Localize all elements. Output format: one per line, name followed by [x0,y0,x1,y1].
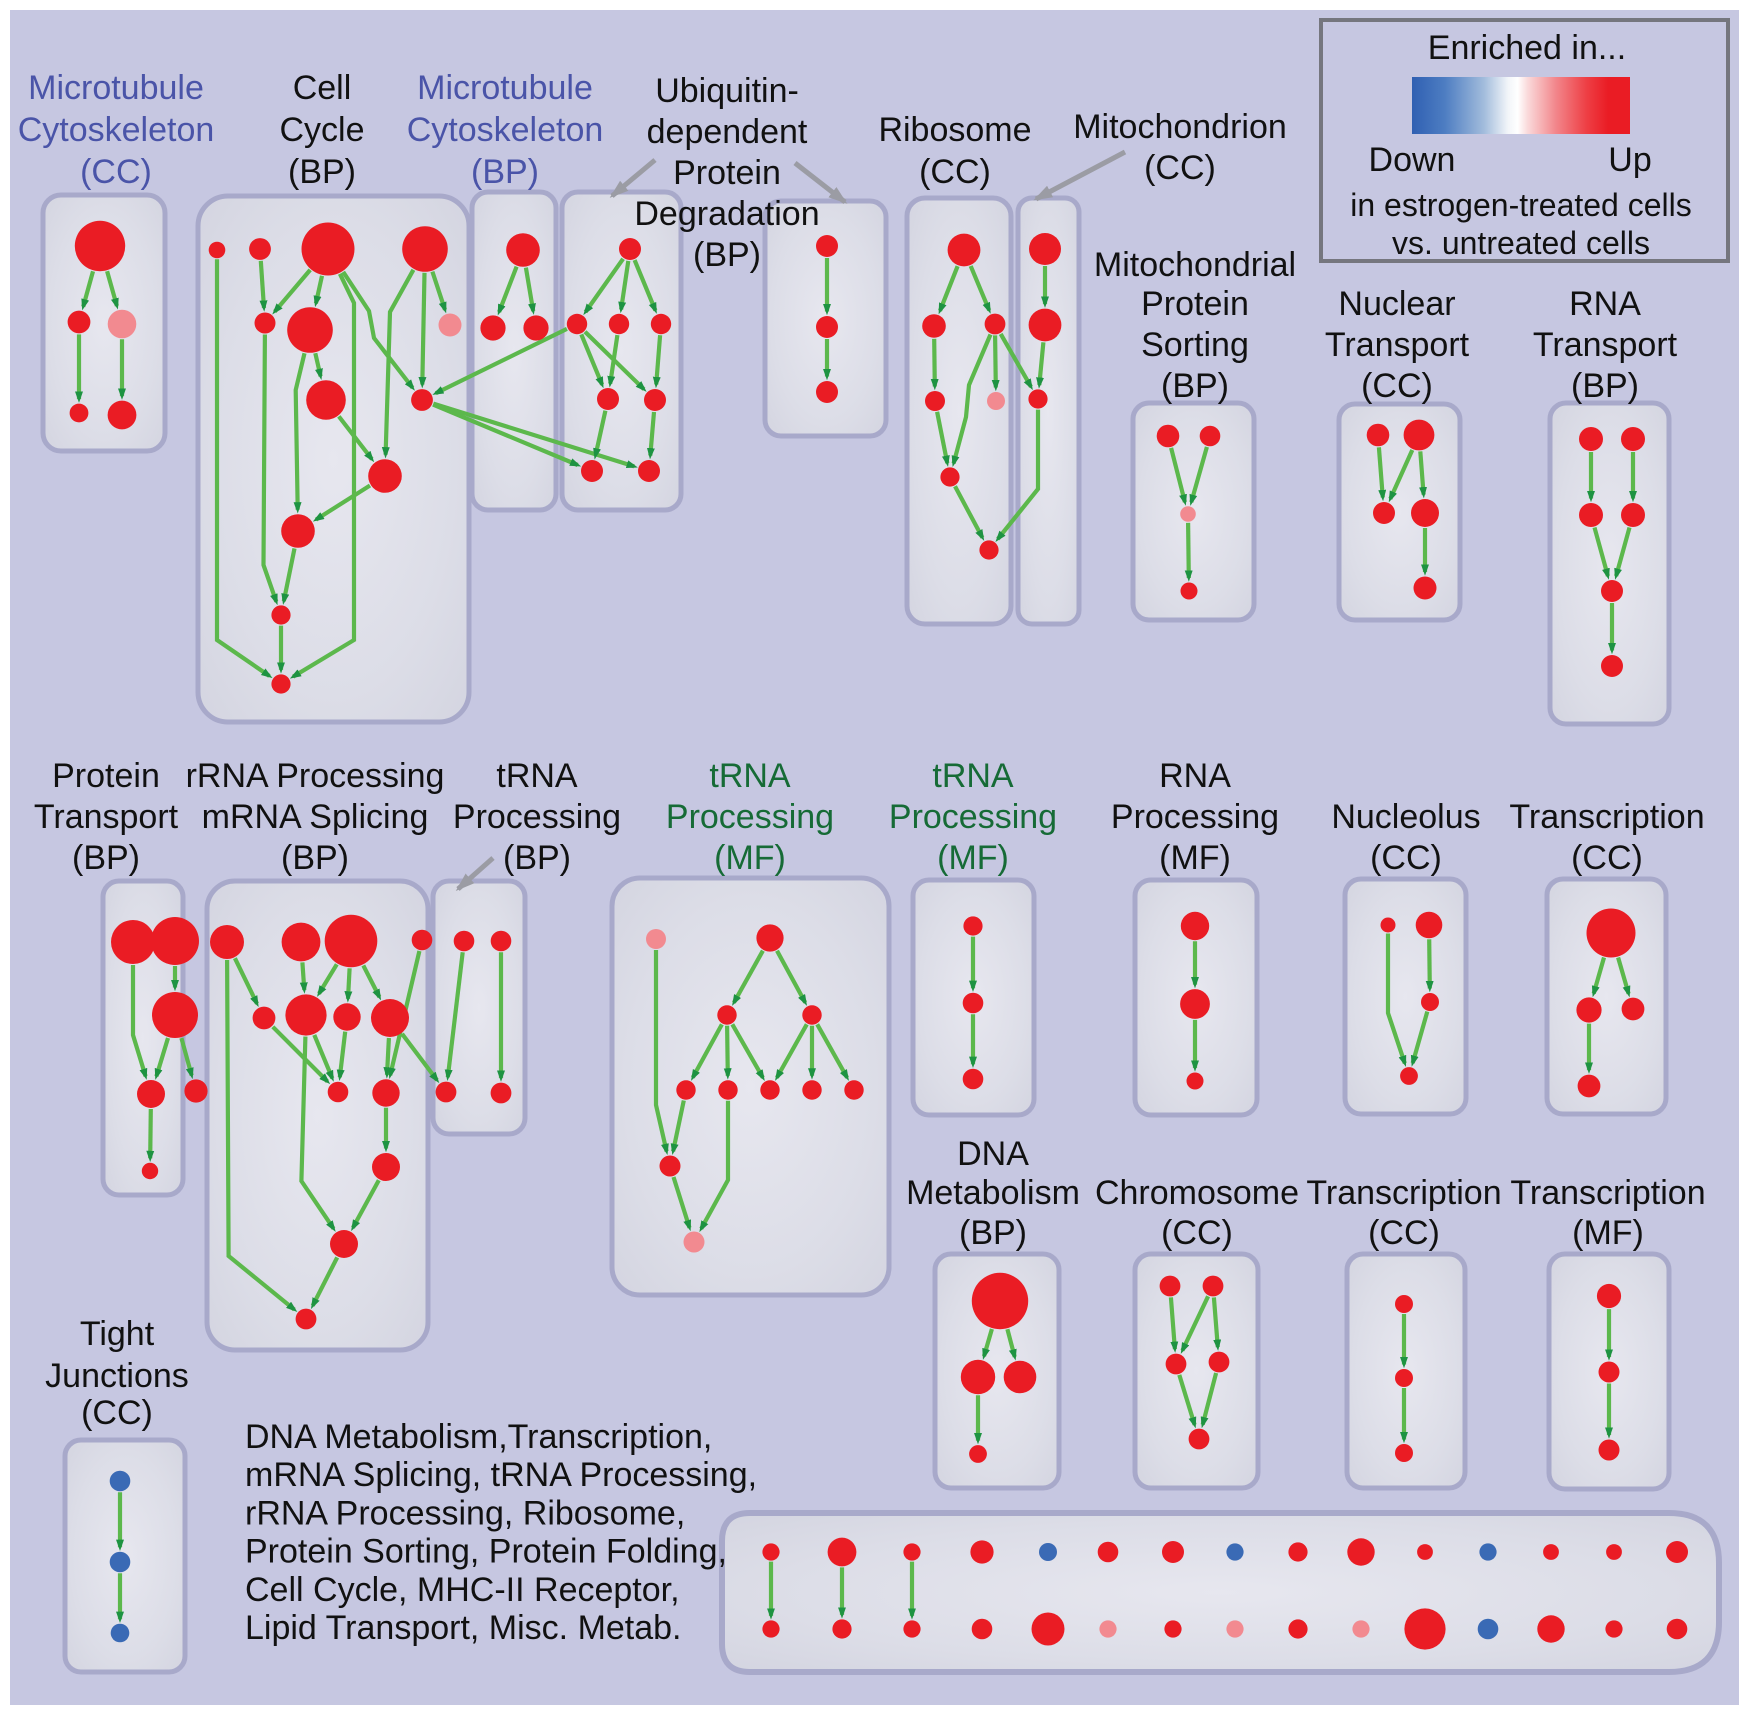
svg-text:tRNA: tRNA [932,757,1014,795]
svg-text:Microtubule: Microtubule [28,69,204,107]
svg-text:RNA: RNA [1569,285,1641,323]
svg-text:Mitochondrial: Mitochondrial [1094,246,1296,284]
svg-text:Degradation: Degradation [634,195,819,233]
svg-text:(BP): (BP) [72,839,140,877]
svg-text:Metabolism: Metabolism [906,1174,1080,1212]
svg-text:Transport: Transport [1325,326,1470,364]
svg-text:(BP): (BP) [1571,367,1639,405]
svg-text:(BP): (BP) [288,153,356,191]
svg-text:tRNA: tRNA [496,757,578,795]
svg-text:Ribosome: Ribosome [878,111,1031,149]
svg-text:(BP): (BP) [693,236,761,274]
svg-text:(MF): (MF) [1159,839,1231,877]
svg-text:vs. untreated cells: vs. untreated cells [1392,225,1650,261]
svg-text:(CC): (CC) [919,153,991,191]
svg-text:rRNA Processing, Ribosome,: rRNA Processing, Ribosome, [245,1494,685,1532]
svg-text:Nucleolus: Nucleolus [1331,798,1480,836]
svg-text:(CC): (CC) [1368,1214,1440,1252]
svg-text:Nuclear: Nuclear [1338,285,1455,323]
svg-text:Processing: Processing [1111,798,1279,836]
svg-text:Ubiquitin-: Ubiquitin- [655,72,799,110]
svg-text:mRNA Splicing: mRNA Splicing [202,798,429,836]
svg-text:(BP): (BP) [471,153,539,191]
svg-text:Cycle: Cycle [279,111,364,149]
svg-text:Up: Up [1608,141,1651,179]
svg-text:(CC): (CC) [1571,839,1643,877]
svg-text:Protein: Protein [1141,285,1249,323]
svg-text:(CC): (CC) [1144,149,1216,187]
svg-text:Chromosome: Chromosome [1095,1174,1299,1212]
svg-text:Processing: Processing [889,798,1057,836]
svg-text:Cell: Cell [293,69,352,107]
svg-text:(CC): (CC) [1370,839,1442,877]
svg-text:Microtubule: Microtubule [417,69,593,107]
svg-text:Sorting: Sorting [1141,326,1249,364]
svg-text:RNA: RNA [1159,757,1231,795]
svg-text:(MF): (MF) [714,839,786,877]
svg-text:Junctions: Junctions [45,1357,189,1395]
svg-text:(BP): (BP) [503,839,571,877]
svg-text:Enriched in...: Enriched in... [1428,29,1626,67]
svg-text:Mitochondrion: Mitochondrion [1073,108,1287,146]
svg-text:DNA Metabolism,Transcription,: DNA Metabolism,Transcription, [245,1418,712,1456]
svg-text:Protein: Protein [52,757,160,795]
svg-text:Transcription: Transcription [1510,1174,1705,1212]
svg-text:(MF): (MF) [937,839,1009,877]
svg-text:mRNA Splicing, tRNA Processing: mRNA Splicing, tRNA Processing, [245,1456,757,1494]
svg-text:Transport: Transport [34,798,179,836]
svg-text:Transport: Transport [1533,326,1678,364]
svg-text:Down: Down [1369,141,1456,179]
svg-text:(MF): (MF) [1572,1214,1644,1252]
svg-text:(BP): (BP) [281,839,349,877]
svg-text:Cytoskeleton: Cytoskeleton [407,111,604,149]
svg-text:(CC): (CC) [80,153,152,191]
svg-text:(BP): (BP) [959,1214,1027,1252]
svg-text:(CC): (CC) [1161,1214,1233,1252]
svg-text:Cytoskeleton: Cytoskeleton [18,111,215,149]
svg-text:Lipid Transport, Misc. Metab.: Lipid Transport, Misc. Metab. [245,1609,682,1647]
svg-text:Processing: Processing [453,798,621,836]
svg-text:Cell Cycle, MHC-II Receptor,: Cell Cycle, MHC-II Receptor, [245,1571,680,1609]
svg-text:Processing: Processing [666,798,834,836]
svg-text:rRNA Processing: rRNA Processing [186,757,445,795]
svg-text:(CC): (CC) [1361,367,1433,405]
svg-text:DNA: DNA [957,1135,1029,1173]
svg-text:Transcription: Transcription [1509,798,1704,836]
svg-text:(BP): (BP) [1161,367,1229,405]
svg-text:Protein Sorting, Protein Foldi: Protein Sorting, Protein Folding, [245,1533,727,1571]
svg-text:dependent: dependent [647,113,808,151]
svg-text:Protein: Protein [673,154,781,192]
svg-text:(CC): (CC) [81,1394,153,1432]
svg-text:tRNA: tRNA [709,757,791,795]
svg-text:in estrogen-treated cells: in estrogen-treated cells [1350,187,1692,223]
svg-text:Tight: Tight [80,1315,155,1353]
svg-text:Transcription: Transcription [1306,1174,1501,1212]
